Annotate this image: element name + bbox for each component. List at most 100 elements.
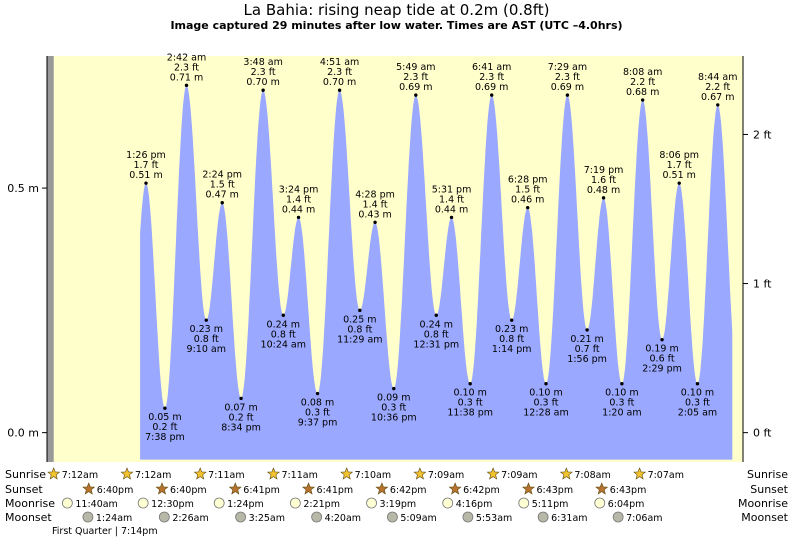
moonset-icon: [158, 511, 170, 523]
extreme-ft: 0.3 ft: [458, 398, 483, 409]
extreme-m: 0.05 m: [148, 412, 181, 423]
high-tide-label: 0.70 m2.3 ft4:51 am: [320, 57, 359, 92]
low-tide-label: 0.19 m0.6 ft2:29 pm: [642, 338, 682, 375]
extreme-m: 0.25 m: [343, 314, 376, 325]
event-time: 4:20am: [325, 513, 361, 524]
event-time: 7:10am: [355, 470, 391, 481]
extreme-ft: 1.7 ft: [133, 160, 158, 171]
high-tide-label: 0.67 m2.2 ft8:44 am: [698, 72, 737, 107]
extreme-point: [261, 88, 265, 92]
extreme-time: 10:24 am: [261, 339, 306, 350]
extreme-time: 7:19 pm: [584, 165, 624, 176]
sunset-icon: [522, 482, 535, 495]
extreme-time: 2:29 pm: [642, 364, 682, 375]
row-moonset: Moonset Moonset 1:24am 2:26am 3:25am 4:20am 5:…: [5, 511, 789, 524]
extreme-point: [695, 382, 700, 386]
extreme-ft: 1.4 ft: [286, 194, 311, 205]
sunrise-event: 7:11am: [193, 467, 245, 481]
extreme-time: 8:44 am: [698, 72, 737, 83]
extreme-time: 12:31 pm: [413, 339, 459, 350]
event-time: 7:09am: [501, 470, 537, 481]
sunset-event: 6:43pm: [595, 482, 647, 496]
high-tide-label: 0.69 m2.3 ft7:29 am: [548, 62, 587, 97]
extreme-ft: 1.4 ft: [363, 199, 388, 210]
sunset-icon: [448, 482, 462, 495]
extreme-time: 1:20 am: [602, 408, 641, 419]
moonset-icon: [235, 511, 246, 523]
moonset-event: 2:26am: [158, 511, 209, 524]
event-time: 11:40am: [75, 499, 117, 510]
extreme-ft: 0.8 ft: [271, 329, 296, 340]
extreme-m: 0.44 m: [282, 204, 315, 215]
sunrise-icon: [47, 467, 61, 480]
extreme-ft: 1.7 ft: [667, 160, 692, 171]
tide-area: [140, 85, 733, 460]
chart-title: La Bahia: rising neap tide at 0.2m (0.8f…: [243, 1, 550, 19]
low-tide-label: 0.23 m0.8 ft1:14 pm: [492, 318, 532, 355]
extreme-m: 0.51 m: [662, 170, 695, 181]
event-time: 5:09am: [400, 513, 436, 524]
extreme-time: 6:28 pm: [508, 175, 548, 186]
extreme-time: 11:38 pm: [447, 408, 493, 419]
low-tide-label: 0.10 m0.3 ft1:20 am: [602, 382, 642, 419]
moonset-event: 1:24am: [82, 511, 132, 524]
sunrise-icon: [559, 467, 573, 480]
extreme-ft: 2.2 ft: [705, 82, 730, 93]
sunrise-icon: [193, 467, 207, 480]
extreme-point: [640, 98, 645, 102]
event-time: 6:43pm: [610, 485, 647, 496]
extreme-m: 0.48 m: [587, 185, 620, 196]
event-time: 7:12am: [135, 470, 171, 481]
extreme-point: [585, 328, 589, 332]
sunrise-icon: [340, 467, 354, 480]
event-time: 7:11am: [208, 470, 244, 481]
extreme-ft: 1.5 ft: [515, 185, 540, 196]
extreme-m: 0.69 m: [551, 82, 584, 93]
row-label-right: Moonset: [741, 511, 788, 524]
low-tide-label: 0.23 m0.8 ft9:10 am: [187, 318, 226, 355]
extreme-labels: 0.51 m1.7 ft1:26 pm0.05 m0.2 ft7:38 pm0.…: [126, 52, 737, 443]
extreme-ft: 0.6 ft: [650, 354, 675, 365]
extreme-point: [281, 313, 285, 317]
sunrise-event: 7:11am: [266, 467, 318, 481]
extreme-point: [392, 386, 396, 391]
extreme-m: 0.68 m: [626, 87, 659, 98]
extreme-time: 11:29 am: [337, 334, 382, 345]
moonrise-icon: [289, 497, 301, 509]
extreme-time: 8:34 pm: [221, 422, 261, 433]
event-time: 6:43pm: [536, 485, 573, 496]
high-tide-label: 0.48 m1.6 ft7:19 pm: [584, 165, 624, 200]
event-time: 7:11am: [281, 470, 317, 481]
extreme-time: 4:51 am: [320, 57, 359, 68]
extreme-point: [373, 220, 377, 225]
extreme-m: 0.70 m: [323, 77, 356, 88]
extreme-m: 0.08 m: [301, 398, 334, 409]
sunrise-event: 7:12am: [47, 467, 98, 481]
extreme-time: 1:14 pm: [492, 344, 532, 355]
moonset-event: 7:06am: [612, 511, 663, 524]
extreme-ft: 2.3 ft: [479, 72, 504, 83]
extreme-m: 0.71 m: [170, 72, 203, 83]
high-tide-label: 0.43 m1.4 ft4:28 pm: [355, 189, 395, 225]
event-time: 7:08am: [574, 470, 610, 481]
event-time: 6:42pm: [390, 485, 427, 496]
extreme-m: 0.23 m: [495, 324, 528, 335]
extreme-time: 7:38 pm: [145, 432, 185, 443]
low-tide-label: 0.21 m0.7 ft1:56 pm: [567, 328, 607, 365]
low-tide-label: 0.08 m0.3 ft9:37 pm: [298, 391, 337, 429]
moonset-icon: [612, 511, 624, 523]
sunrise-icon: [266, 467, 280, 480]
axes: 0.0 m0.5 m0 ft1 ft2 ft3 ft: [7, 56, 772, 462]
extreme-point: [144, 181, 148, 185]
row-label-right: Sunset: [750, 483, 788, 496]
high-tide-label: 0.47 m1.5 ft2:24 pm: [202, 170, 242, 205]
left-tick-label: 0.0 m: [7, 427, 39, 440]
sunset-icon: [302, 482, 316, 495]
chart-subtitle: Image captured 29 minutes after low wate…: [170, 19, 623, 32]
sunset-event: 6:43pm: [522, 482, 573, 496]
row-label-left: Moonset: [5, 511, 52, 524]
extreme-point: [565, 93, 570, 97]
event-time: 6:40pm: [97, 485, 134, 496]
moonrise-event: 1:24pm: [213, 497, 264, 510]
